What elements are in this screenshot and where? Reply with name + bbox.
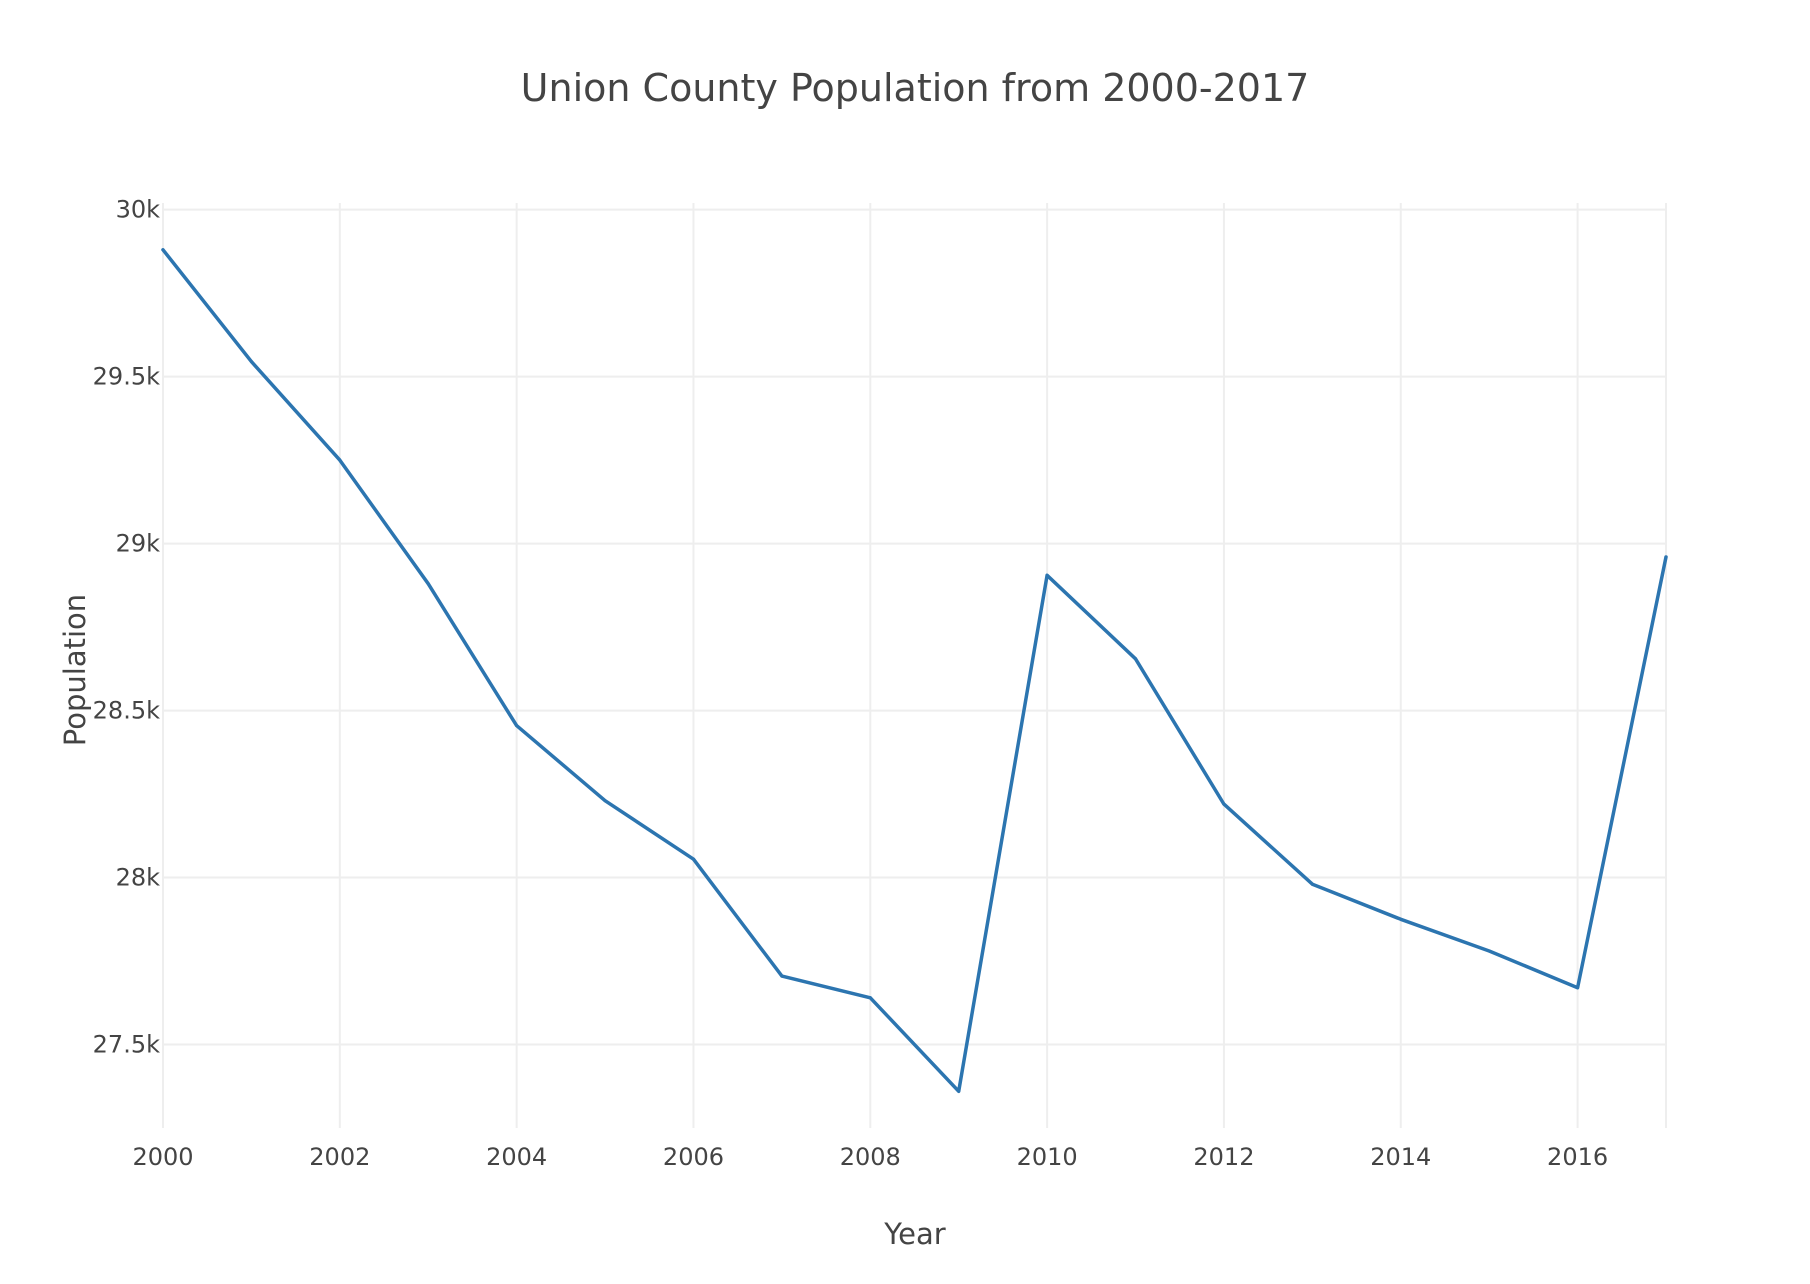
data-point: [1310, 882, 1314, 886]
data-point: [515, 724, 519, 728]
data-point: [780, 974, 784, 978]
x-tick-label: 2012: [1193, 1143, 1254, 1171]
y-gridlines: [163, 208, 1666, 1046]
y-tick-label: 29.5k: [93, 363, 160, 391]
data-point: [1664, 555, 1668, 559]
y-tick-label: 28.5k: [93, 697, 160, 725]
data-point: [1487, 949, 1491, 953]
y-tick-label: 30k: [116, 196, 161, 224]
series-layer: [161, 248, 1668, 1094]
x-tick-label: 2006: [663, 1143, 724, 1171]
data-point: [1576, 986, 1580, 990]
y-axis-ticks: 27.5k 28k 28.5k 29k 29.5k 30k: [93, 196, 160, 1059]
data-point: [1134, 657, 1137, 661]
data-point: [338, 458, 342, 462]
x-gridlines: [162, 203, 1667, 1128]
data-point: [1045, 573, 1049, 577]
data-point: [868, 996, 872, 1000]
x-tick-label: 2010: [1017, 1143, 1078, 1171]
x-tick-label: 2008: [840, 1143, 901, 1171]
x-tick-label: 2014: [1370, 1143, 1431, 1171]
x-axis-title: Year: [883, 1217, 945, 1251]
data-point: [161, 248, 165, 252]
data-point: [692, 857, 695, 861]
y-tick-label: 27.5k: [93, 1031, 160, 1059]
y-axis-title: Population: [58, 594, 92, 746]
x-tick-label: 2002: [309, 1143, 370, 1171]
chart-title: Union County Population from 2000-2017: [521, 66, 1310, 110]
x-tick-label: 2000: [132, 1143, 193, 1171]
x-tick-label: 2016: [1547, 1143, 1608, 1171]
data-point: [1222, 802, 1226, 806]
data-point: [1399, 917, 1403, 921]
x-tick-label: 2004: [486, 1143, 547, 1171]
x-axis-ticks: 2000 2002 2004 2006 2008 2010 2012 2014 2016: [132, 1143, 1608, 1171]
data-point: [426, 582, 430, 586]
data-point: [603, 799, 607, 803]
y-tick-label: 28k: [116, 864, 161, 892]
series-line: [161, 248, 1668, 1094]
y-tick-label: 29k: [116, 530, 161, 558]
data-point: [957, 1089, 961, 1093]
data-point: [249, 360, 253, 364]
